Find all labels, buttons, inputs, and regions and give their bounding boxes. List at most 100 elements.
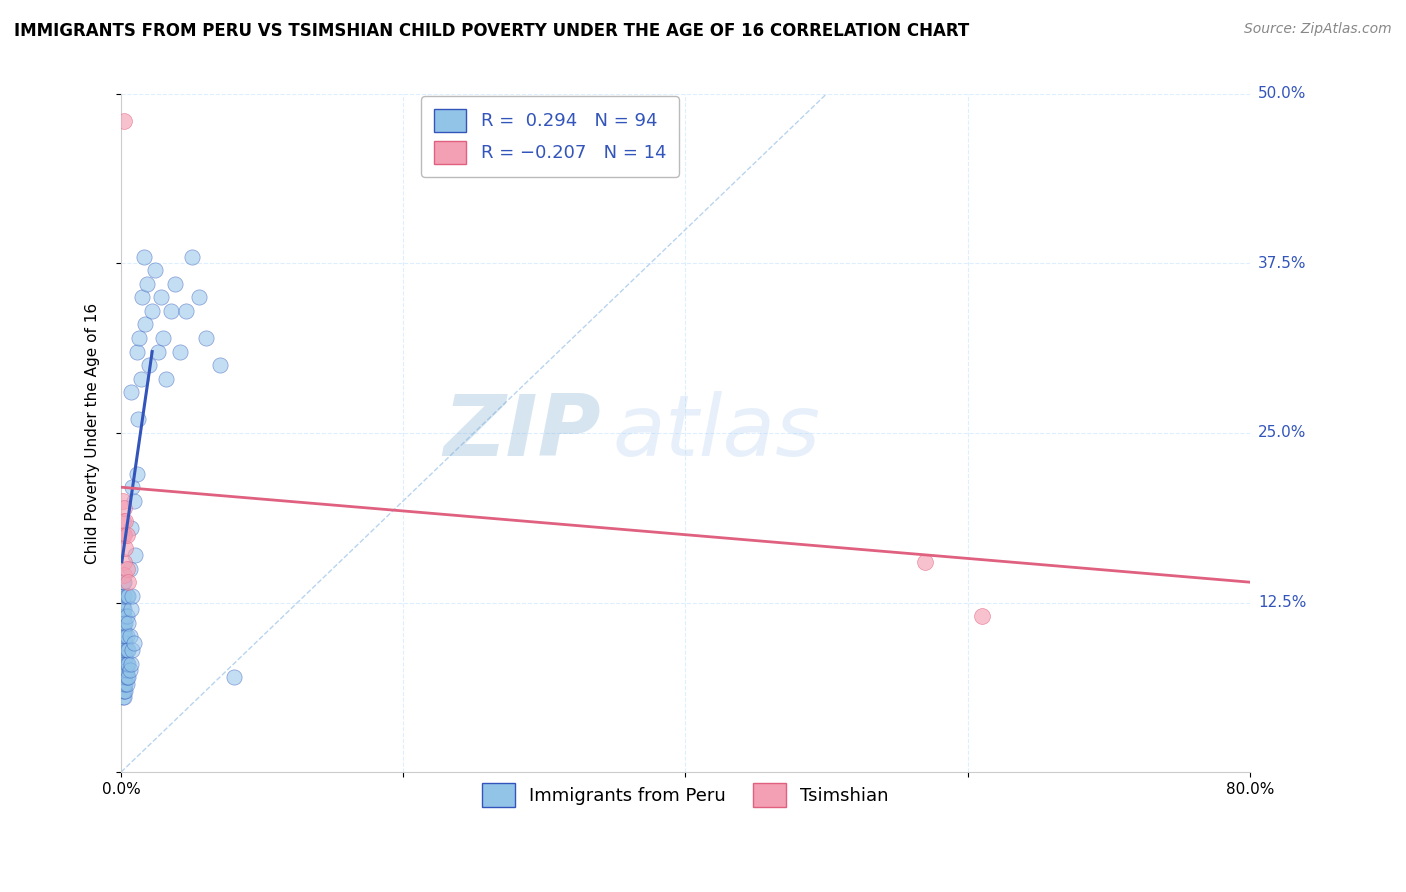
Point [120, 657, 142, 671]
Point [134, 318, 156, 332]
Point [112, 568, 135, 582]
Point [163, 277, 186, 291]
Point [112, 636, 135, 650]
Point [115, 677, 138, 691]
Point [208, 358, 231, 372]
Point [111, 615, 134, 630]
Point [115, 629, 138, 643]
Point [115, 657, 138, 671]
Point [112, 500, 135, 515]
Point [115, 670, 138, 684]
Point [120, 385, 142, 400]
Point [114, 514, 136, 528]
Point [112, 649, 135, 664]
Point [138, 358, 160, 372]
Point [146, 344, 169, 359]
Point [127, 412, 149, 426]
Text: 12.5%: 12.5% [1258, 595, 1306, 610]
Point [111, 677, 134, 691]
Point [121, 589, 143, 603]
Point [111, 595, 134, 609]
Point [180, 250, 202, 264]
Point [111, 683, 134, 698]
Point [117, 670, 139, 684]
Point [114, 670, 136, 684]
Point [114, 541, 136, 556]
Point [117, 643, 139, 657]
Point [112, 683, 135, 698]
Point [129, 372, 152, 386]
Point [111, 690, 134, 705]
Point [194, 331, 217, 345]
Point [115, 527, 138, 541]
Text: 37.5%: 37.5% [1258, 256, 1306, 271]
Point [112, 555, 135, 569]
Point [914, 555, 936, 569]
Point [128, 331, 150, 345]
Point [120, 602, 142, 616]
Point [121, 643, 143, 657]
Point [112, 657, 135, 671]
Point [111, 657, 134, 671]
Point [111, 602, 134, 616]
Point [135, 277, 157, 291]
Point [112, 589, 135, 603]
Point [114, 649, 136, 664]
Point [112, 690, 135, 705]
Point [114, 657, 136, 671]
Point [112, 609, 135, 624]
Point [112, 602, 135, 616]
Point [111, 643, 134, 657]
Point [159, 304, 181, 318]
Point [112, 670, 135, 684]
Point [169, 344, 191, 359]
Point [112, 623, 135, 637]
Point [114, 643, 136, 657]
Text: ZIP: ZIP [443, 392, 600, 475]
Point [114, 629, 136, 643]
Point [155, 372, 177, 386]
Point [118, 629, 141, 643]
Point [111, 670, 134, 684]
Point [118, 664, 141, 678]
Point [111, 589, 134, 603]
Point [143, 263, 166, 277]
Point [112, 677, 135, 691]
Point [124, 548, 146, 562]
Point [111, 609, 134, 624]
Point [112, 527, 135, 541]
Point [117, 657, 139, 671]
Point [141, 304, 163, 318]
Point [112, 664, 135, 678]
Point [114, 664, 136, 678]
Text: atlas: atlas [612, 392, 820, 475]
Point [125, 344, 148, 359]
Point [121, 480, 143, 494]
Point [111, 575, 134, 590]
Point [117, 589, 139, 603]
Point [112, 114, 135, 128]
Point [149, 290, 172, 304]
Point [112, 615, 135, 630]
Point [114, 683, 136, 698]
Point [131, 290, 153, 304]
Point [115, 609, 138, 624]
Point [125, 467, 148, 481]
Point [114, 677, 136, 691]
Text: 50.0%: 50.0% [1258, 87, 1306, 102]
Point [222, 670, 245, 684]
Legend: Immigrants from Peru, Tsimshian: Immigrants from Peru, Tsimshian [475, 776, 896, 814]
Point [174, 304, 197, 318]
Point [111, 664, 134, 678]
Point [970, 609, 993, 624]
Point [112, 643, 135, 657]
Point [112, 629, 135, 643]
Point [111, 514, 134, 528]
Point [115, 643, 138, 657]
Point [132, 250, 155, 264]
Text: Source: ZipAtlas.com: Source: ZipAtlas.com [1244, 22, 1392, 37]
Point [117, 575, 139, 590]
Point [114, 615, 136, 630]
Point [111, 493, 134, 508]
Point [111, 629, 134, 643]
